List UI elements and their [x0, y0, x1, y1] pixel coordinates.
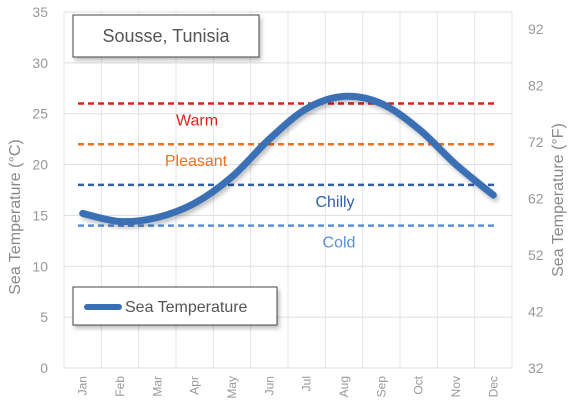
right-tick-label: 72 [528, 134, 544, 150]
month-label-feb: Feb [113, 376, 127, 397]
month-label-sep: Sep [374, 376, 388, 398]
right-tick-label: 52 [528, 247, 544, 263]
right-axis-title: Sea Temperature (°F) [550, 123, 567, 277]
threshold-label-warm: Warm [176, 113, 218, 130]
left-tick-label: 15 [32, 207, 48, 223]
right-tick-label: 32 [528, 360, 544, 376]
legend-label: Sea Temperature [125, 299, 248, 316]
month-label-may: May [225, 376, 239, 399]
month-label-nov: Nov [449, 376, 463, 397]
series-line-sea-temperature [79, 92, 497, 226]
right-tick-label: 82 [528, 77, 544, 93]
month-label-mar: Mar [150, 376, 164, 397]
left-tick-label: 20 [32, 157, 48, 173]
right-tick-label: 62 [528, 190, 544, 206]
title-box: Sousse, Tunisia [72, 14, 260, 58]
left-tick-label: 35 [32, 4, 48, 20]
threshold-lines: Warm Pleasant Chilly Cold [78, 102, 498, 252]
threshold-label-pleasant: Pleasant [165, 153, 228, 170]
right-tick-label: 92 [528, 21, 544, 37]
month-label-oct: Oct [412, 375, 426, 394]
left-tick-label: 0 [40, 360, 48, 376]
left-tick-label: 25 [32, 106, 48, 122]
threshold-label-cold: Cold [323, 235, 356, 252]
chart-title: Sousse, Tunisia [102, 26, 230, 46]
right-tick-label: 42 [528, 303, 544, 319]
month-label-jan: Jan [76, 376, 90, 395]
left-tick-label: 10 [32, 258, 48, 274]
month-label-aug: Aug [337, 376, 351, 397]
series [79, 92, 497, 226]
month-label-jul: Jul [300, 376, 314, 391]
left-axis-title: Sea Temperature (°C) [7, 139, 24, 295]
left-tick-label: 30 [32, 55, 48, 71]
legend: Sea Temperature [72, 286, 278, 326]
left-tick-label: 5 [40, 309, 48, 325]
month-label-dec: Dec [486, 376, 500, 397]
month-label-jun: Jun [262, 376, 276, 395]
threshold-label-chilly: Chilly [315, 194, 354, 211]
axes: 0 5 10 15 20 25 30 35 32 42 52 62 72 82 92 Jan Feb Mar Apr… [32, 4, 543, 399]
month-label-apr: Apr [188, 376, 202, 395]
